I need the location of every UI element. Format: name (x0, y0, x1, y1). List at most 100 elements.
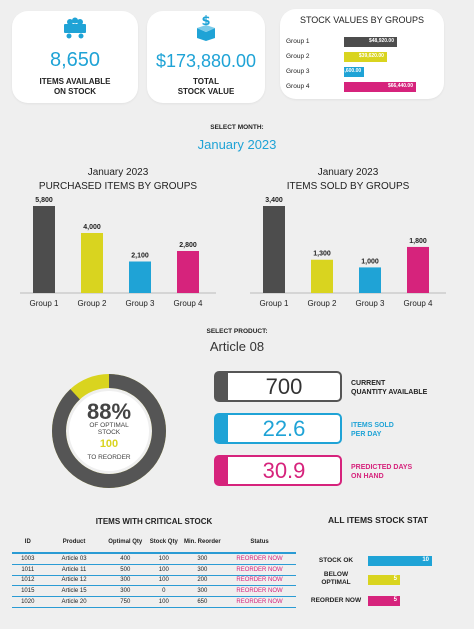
table-cell: Article 11 (43, 564, 105, 576)
kpi-items-available-label-2: ON STOCK (53, 87, 97, 96)
table-cell: 1011 (12, 564, 44, 576)
chart-category-label: Group 1 (260, 299, 289, 308)
chart-bar (81, 233, 103, 293)
stock-values-group-label: Group 1 (286, 38, 310, 45)
chart-category-label: Group 3 (356, 299, 385, 308)
stock-values-bar-label: $39,620.00 (358, 53, 384, 59)
table-cell: REORDER NOW (223, 575, 296, 587)
select-product-value[interactable]: Article 08 (209, 339, 265, 354)
donut-of-optimal-2: STOCK (97, 429, 121, 436)
kpi-total-stock-value-card: $ $173,880.00 TOTAL STOCK VALUE (147, 11, 265, 103)
table-cell: REORDER NOW (223, 585, 296, 598)
table-cell: 400 (104, 553, 147, 565)
chart-category-label: Group 1 (30, 299, 59, 308)
table-cell: REORDER NOW (223, 553, 296, 565)
stock-status-label: STOCK OK (306, 557, 366, 565)
chart-category-label: Group 2 (78, 299, 107, 308)
table-cell: REORDER NOW (223, 596, 296, 608)
critical-table-header: Product (43, 532, 105, 554)
table-cell: 100 (146, 596, 182, 608)
table-cell: 300 (181, 585, 224, 598)
critical-table-header: Status (223, 532, 296, 554)
table-cell: 200 (181, 575, 224, 587)
metric-box-tab (216, 415, 228, 442)
critical-table-header: Optimal Qty (104, 532, 147, 554)
chart-value-label: 5,800 (35, 197, 53, 204)
chart-category-label: Group 4 (174, 299, 203, 308)
table-cell: Article 03 (43, 553, 105, 565)
chart-bar (263, 206, 285, 293)
chart-category-label: Group 2 (308, 299, 337, 308)
table-cell: Article 15 (43, 585, 105, 598)
table-cell: REORDER NOW (223, 564, 296, 576)
table-cell: 750 (104, 596, 147, 608)
stock-values-title: STOCK VALUES BY GROUPS (299, 15, 425, 25)
metric-value: 700 (265, 373, 303, 399)
metric-value: 22.6 (262, 415, 306, 441)
metric-box: 22.6 (214, 413, 342, 444)
sold-chart-date: January 2023 (317, 167, 379, 178)
stock-status-label-1: REORDER NOW (310, 597, 362, 604)
chart-value-label: 4,000 (83, 224, 101, 231)
table-cell: 0 (146, 585, 182, 598)
stock-status-label: REORDER NOW (306, 597, 366, 605)
kpi-total-stock-value-label-2: STOCK VALUE (177, 87, 235, 96)
stock-values-bar: $18,600.00 (336, 67, 365, 77)
stock-values-card: STOCK VALUES BY GROUPS Group 1 $48,920.00… (280, 9, 444, 99)
table-cell: 100 (146, 575, 182, 587)
table-cell: 1015 (12, 585, 44, 598)
kpi-items-available-card: 8,650 ITEMS AVAILABLE ON STOCK (12, 11, 138, 103)
stock-values-group-label: Group 3 (286, 68, 310, 75)
stock-status-bar: 5 (368, 575, 400, 585)
chart-value-label: 2,100 (131, 253, 149, 260)
stock-values-bar-label: $18,600.00 (336, 68, 362, 74)
chart-value-label: 3,400 (265, 197, 283, 204)
chart-bar (359, 267, 381, 293)
stock-status-value: 10 (422, 557, 429, 563)
chart-value-label: 1,000 (361, 258, 379, 265)
chart-value-label: 2,800 (179, 242, 197, 249)
donut-inner (69, 391, 149, 471)
stock-values-group-label: Group 2 (286, 53, 310, 60)
table-row: 1011 Article 11 500 100 300 REORDER NOW (12, 564, 296, 576)
metric-label-2: ON HAND (351, 473, 384, 480)
critical-stock-title: ITEMS WITH CRITICAL STOCK (95, 517, 213, 526)
donut-reorder-label: TO REORDER (87, 454, 131, 461)
stock-values-bar: $39,620.00 (344, 52, 387, 62)
chart-category-label: Group 3 (126, 299, 155, 308)
critical-table-header: ID (12, 532, 44, 554)
donut-of-optimal-1: OF OPTIMAL (89, 422, 129, 429)
kpi-items-available-label-1: ITEMS AVAILABLE (39, 77, 111, 86)
metric-label-1: CURRENT (351, 380, 386, 387)
metric-box-tab (216, 373, 228, 400)
table-cell: Article 12 (43, 575, 105, 587)
metric-label-1: PREDICTED DAYS (351, 464, 413, 471)
metric-value: 30.9 (262, 457, 306, 483)
stock-values-bar: $48,920.00 (344, 37, 397, 47)
svg-text:$: $ (201, 14, 210, 29)
stock-status-value: 5 (393, 597, 397, 603)
metric-box: 30.9 (214, 455, 342, 486)
stock-values-bar-label: $66,440.00 (387, 83, 413, 89)
select-month-value[interactable]: January 2023 (197, 137, 277, 152)
stock-status-bar: 10 (368, 556, 432, 566)
table-row: 1015 Article 15 300 0 300 REORDER NOW (12, 585, 296, 598)
stock-status-label-1: STOCK OK (318, 557, 354, 564)
kpi-total-stock-value-label-1: TOTAL (193, 77, 219, 86)
stock-status-value: 5 (393, 576, 397, 582)
stock-status-title: ALL ITEMS STOCK STAT (328, 515, 428, 525)
chart-bar (177, 251, 199, 293)
table-cell: 1012 (12, 575, 44, 587)
stock-values-bar-label: $48,920.00 (368, 38, 394, 44)
metric-label-2: QUANTITY AVAILABLE (351, 389, 428, 396)
chart-bar (311, 259, 333, 293)
purchased-items-chart: 5,800 Group 1 4,000 Group 2 2,100 Group 3 2,80… (20, 197, 216, 308)
table-cell: 1020 (12, 596, 44, 608)
table-row: 1012 Article 12 300 100 200 REORDER NOW (12, 575, 296, 587)
items-sold-chart: 3,400 Group 1 1,300 Group 2 1,000 Group 3 1,80… (250, 197, 446, 308)
chart-value-label: 1,800 (409, 238, 427, 245)
table-cell: 500 (104, 564, 147, 576)
chart-category-label: Group 4 (404, 299, 433, 308)
purchased-chart-title: PURCHASED ITEMS BY GROUPS (38, 181, 198, 192)
metric-label-2: PER DAY (351, 431, 382, 438)
